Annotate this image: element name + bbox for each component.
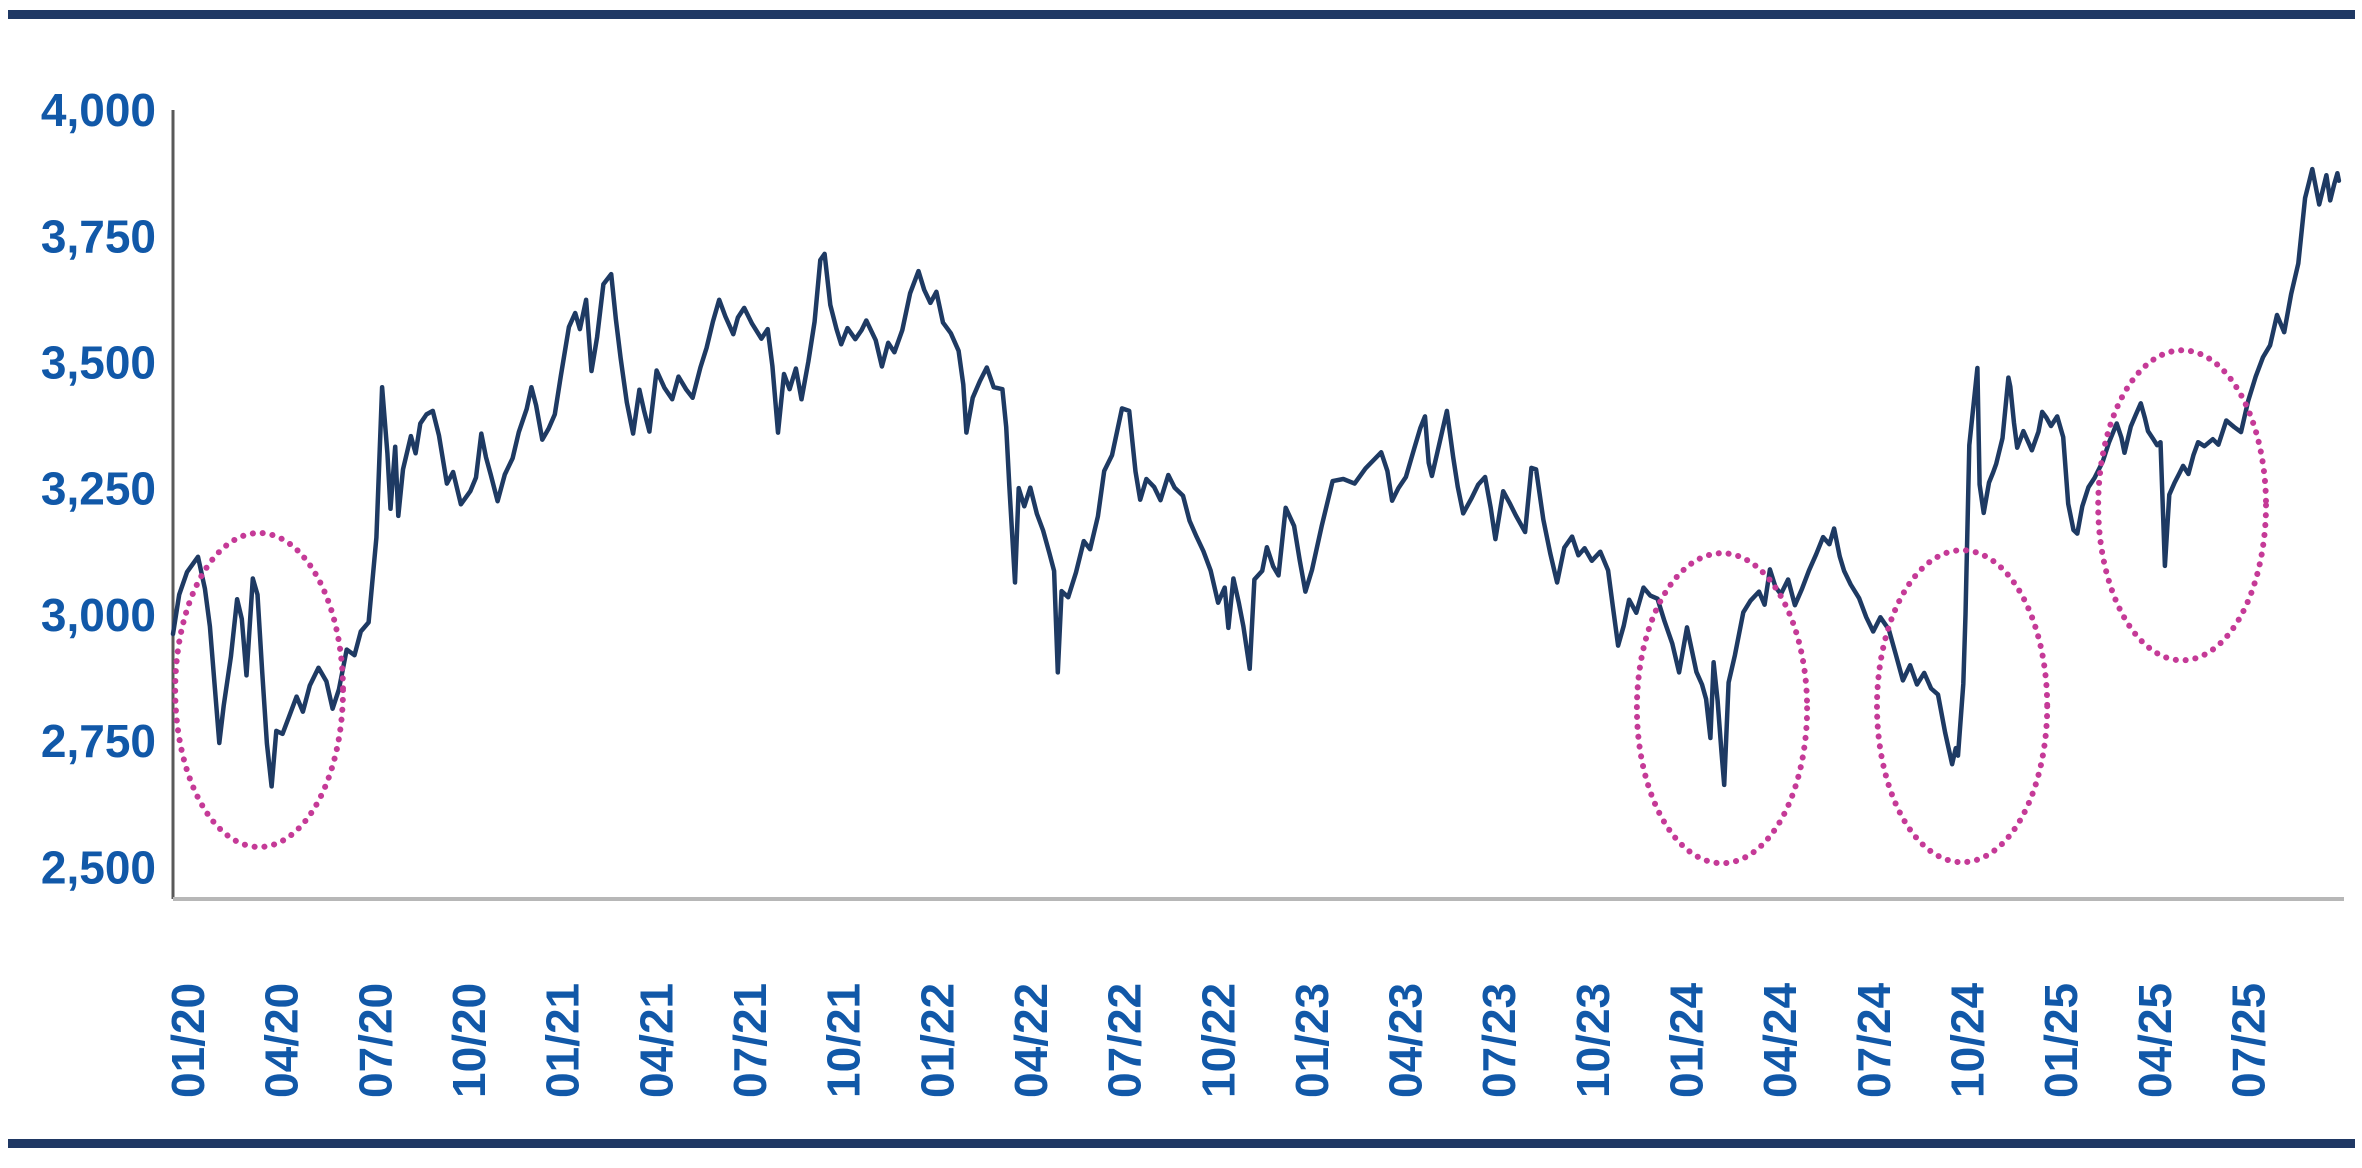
x-tick-label: 04/24 — [1754, 982, 1806, 1098]
x-tick-label: 01/21 — [537, 983, 589, 1098]
x-tick-label: 07/25 — [2223, 983, 2275, 1098]
y-tick-label: 4,000 — [41, 84, 156, 136]
index-price-line — [170, 166, 2342, 789]
y-tick-label: 3,750 — [41, 210, 156, 262]
y-tick-label: 3,250 — [41, 463, 156, 515]
bottom-border-bar — [8, 1139, 2355, 1148]
x-tick-label: 01/24 — [1661, 982, 1713, 1098]
x-tick-label: 01/20 — [162, 983, 214, 1098]
x-tick-label: 04/23 — [1380, 983, 1432, 1098]
x-tick-label: 04/25 — [2129, 983, 2181, 1098]
x-tick-label: 10/21 — [818, 983, 870, 1098]
x-tick-label: 07/21 — [724, 983, 776, 1098]
x-tick-label: 04/20 — [256, 983, 308, 1098]
x-tick-label: 01/25 — [2035, 983, 2087, 1098]
top-border-bar — [8, 10, 2355, 19]
x-tick-label: 10/22 — [1192, 983, 1244, 1098]
highlight-ellipse-drawdown-mid-2024 — [1874, 547, 2051, 866]
x-tick-label: 07/23 — [1473, 983, 1525, 1098]
x-tick-label: 04/21 — [630, 983, 682, 1098]
x-tick-label: 10/24 — [1942, 982, 1994, 1098]
x-tick-label: 10/20 — [443, 983, 495, 1098]
x-tick-label: 07/24 — [1848, 982, 1900, 1098]
y-tick-label: 2,500 — [41, 841, 156, 893]
x-tick-label: 01/23 — [1286, 983, 1338, 1098]
highlight-ellipse-drawdown-spring-2025 — [2095, 347, 2270, 664]
x-tick-label: 07/20 — [349, 983, 401, 1098]
y-tick-label: 2,750 — [41, 715, 156, 767]
x-tick-label: 10/23 — [1567, 983, 1619, 1098]
x-tick-label: 04/22 — [1005, 983, 1057, 1098]
y-tick-label: 3,000 — [41, 589, 156, 641]
highlight-ellipse-drawdown-early-2020 — [172, 530, 347, 850]
y-tick-label: 3,500 — [41, 337, 156, 389]
highlight-ellipse-drawdown-early-2024 — [1633, 550, 1811, 867]
x-tick-label: 07/22 — [1099, 983, 1151, 1098]
x-tick-label: 01/22 — [911, 983, 963, 1098]
